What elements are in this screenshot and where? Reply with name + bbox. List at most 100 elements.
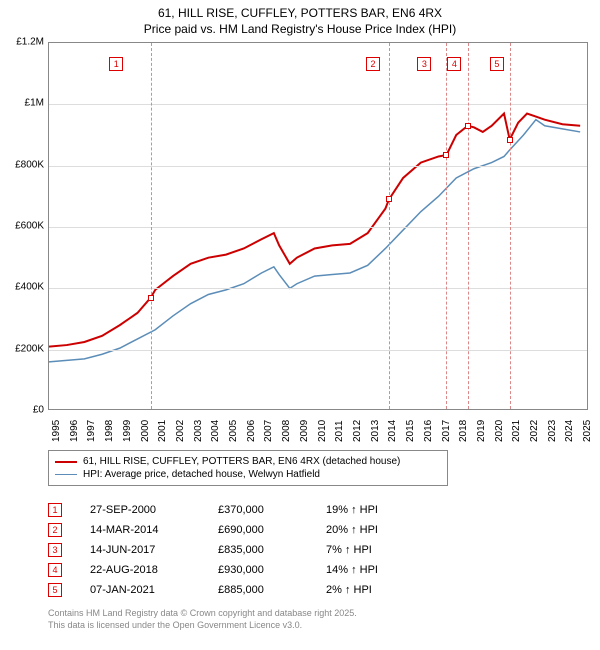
x-axis-label: 2016 <box>423 420 434 442</box>
x-axis-label: 2022 <box>529 420 540 442</box>
sales-pct: 7% ↑ HPI <box>326 544 426 556</box>
sales-date: 22-AUG-2018 <box>90 564 190 576</box>
sales-row: 1 27-SEP-2000 £370,000 19% ↑ HPI <box>48 500 548 520</box>
sales-row: 4 22-AUG-2018 £930,000 14% ↑ HPI <box>48 560 548 580</box>
title-line-1: 61, HILL RISE, CUFFLEY, POTTERS BAR, EN6… <box>0 6 600 22</box>
x-axis-label: 2025 <box>582 420 593 442</box>
sales-row: 5 07-JAN-2021 £885,000 2% ↑ HPI <box>48 580 548 600</box>
chart-title: 61, HILL RISE, CUFFLEY, POTTERS BAR, EN6… <box>0 0 600 37</box>
x-axis-label: 2011 <box>334 420 345 442</box>
sales-idx: 3 <box>48 543 62 557</box>
y-axis-label: £400K <box>15 282 44 293</box>
x-axis-label: 2015 <box>405 420 416 442</box>
sale-vline <box>446 43 447 409</box>
sale-marker-label: 4 <box>447 57 461 71</box>
sales-idx: 5 <box>48 583 62 597</box>
y-axis-label: £1M <box>25 98 44 109</box>
y-axis-label: £600K <box>15 221 44 232</box>
sales-price: £690,000 <box>218 524 298 536</box>
sale-marker-label: 5 <box>490 57 504 71</box>
sales-price: £885,000 <box>218 584 298 596</box>
legend-swatch <box>55 461 77 463</box>
sales-pct: 2% ↑ HPI <box>326 584 426 596</box>
x-axis-label: 2020 <box>494 420 505 442</box>
legend-label: 61, HILL RISE, CUFFLEY, POTTERS BAR, EN6… <box>83 456 400 467</box>
sales-pct: 20% ↑ HPI <box>326 524 426 536</box>
sales-price: £930,000 <box>218 564 298 576</box>
sales-price: £370,000 <box>218 504 298 516</box>
sales-price: £835,000 <box>218 544 298 556</box>
x-axis-label: 1997 <box>86 420 97 442</box>
legend-row: HPI: Average price, detached house, Welw… <box>55 468 441 481</box>
sales-date: 27-SEP-2000 <box>90 504 190 516</box>
x-axis-label: 2008 <box>281 420 292 442</box>
legend-label: HPI: Average price, detached house, Welw… <box>83 469 320 480</box>
title-line-2: Price paid vs. HM Land Registry's House … <box>0 22 600 38</box>
sales-row: 2 14-MAR-2014 £690,000 20% ↑ HPI <box>48 520 548 540</box>
x-axis-label: 1998 <box>104 420 115 442</box>
sale-marker <box>443 152 449 158</box>
sale-vline <box>151 43 152 409</box>
x-axis-label: 2009 <box>299 420 310 442</box>
legend: 61, HILL RISE, CUFFLEY, POTTERS BAR, EN6… <box>48 450 448 486</box>
y-axis-label: £200K <box>15 343 44 354</box>
gridline <box>49 166 587 167</box>
sale-marker-label: 3 <box>417 57 431 71</box>
sale-marker <box>148 295 154 301</box>
sale-vline <box>510 43 511 409</box>
x-axis-label: 2005 <box>228 420 239 442</box>
x-axis-label: 2023 <box>547 420 558 442</box>
x-axis-label: 2007 <box>263 420 274 442</box>
chart-container: 61, HILL RISE, CUFFLEY, POTTERS BAR, EN6… <box>0 0 600 650</box>
sales-date: 07-JAN-2021 <box>90 584 190 596</box>
x-axis-label: 2012 <box>352 420 363 442</box>
x-axis-label: 2014 <box>387 420 398 442</box>
sale-marker-label: 1 <box>109 57 123 71</box>
x-axis-label: 2017 <box>441 420 452 442</box>
plot-area: 1 2 3 4 5 <box>48 42 588 410</box>
series-price_paid <box>49 114 580 347</box>
y-axis-label: £800K <box>15 159 44 170</box>
x-axis-label: 2002 <box>175 420 186 442</box>
series-hpi <box>49 120 580 362</box>
footer-line-2: This data is licensed under the Open Gov… <box>48 620 590 632</box>
legend-row: 61, HILL RISE, CUFFLEY, POTTERS BAR, EN6… <box>55 455 441 468</box>
legend-swatch <box>55 474 77 476</box>
gridline <box>49 288 587 289</box>
x-axis-label: 2001 <box>157 420 168 442</box>
x-axis-label: 2013 <box>370 420 381 442</box>
gridline <box>49 350 587 351</box>
sales-idx: 2 <box>48 523 62 537</box>
sales-idx: 4 <box>48 563 62 577</box>
footer-line-1: Contains HM Land Registry data © Crown c… <box>48 608 590 620</box>
footer: Contains HM Land Registry data © Crown c… <box>48 608 590 631</box>
sales-date: 14-MAR-2014 <box>90 524 190 536</box>
y-axis-label: £0 <box>33 405 44 416</box>
x-axis-label: 1996 <box>69 420 80 442</box>
x-axis-label: 2004 <box>210 420 221 442</box>
gridline <box>49 227 587 228</box>
x-axis-label: 2000 <box>140 420 151 442</box>
sale-marker <box>386 196 392 202</box>
x-axis-label: 2018 <box>458 420 469 442</box>
sales-pct: 19% ↑ HPI <box>326 504 426 516</box>
sale-vline <box>389 43 390 409</box>
gridline <box>49 104 587 105</box>
sale-marker-label: 2 <box>366 57 380 71</box>
x-axis-label: 1995 <box>51 420 62 442</box>
sales-row: 314-JUN-2017£835,0007% ↑ HPI <box>48 540 548 560</box>
x-axis-label: 1999 <box>122 420 133 442</box>
sales-table: 1 27-SEP-2000 £370,000 19% ↑ HPI 2 14-MAR-201… <box>48 500 548 600</box>
sale-marker <box>465 123 471 129</box>
chart-svg <box>49 43 587 409</box>
sales-idx: 1 <box>48 503 62 517</box>
sale-marker <box>507 137 513 143</box>
sale-vline <box>468 43 469 409</box>
x-axis-label: 2024 <box>564 420 575 442</box>
y-axis-label: £1.2M <box>16 37 44 48</box>
sales-pct: 14% ↑ HPI <box>326 564 426 576</box>
x-axis-label: 2006 <box>246 420 257 442</box>
x-axis-label: 2021 <box>511 420 522 442</box>
x-axis-label: 2019 <box>476 420 487 442</box>
x-axis-label: 2010 <box>317 420 328 442</box>
